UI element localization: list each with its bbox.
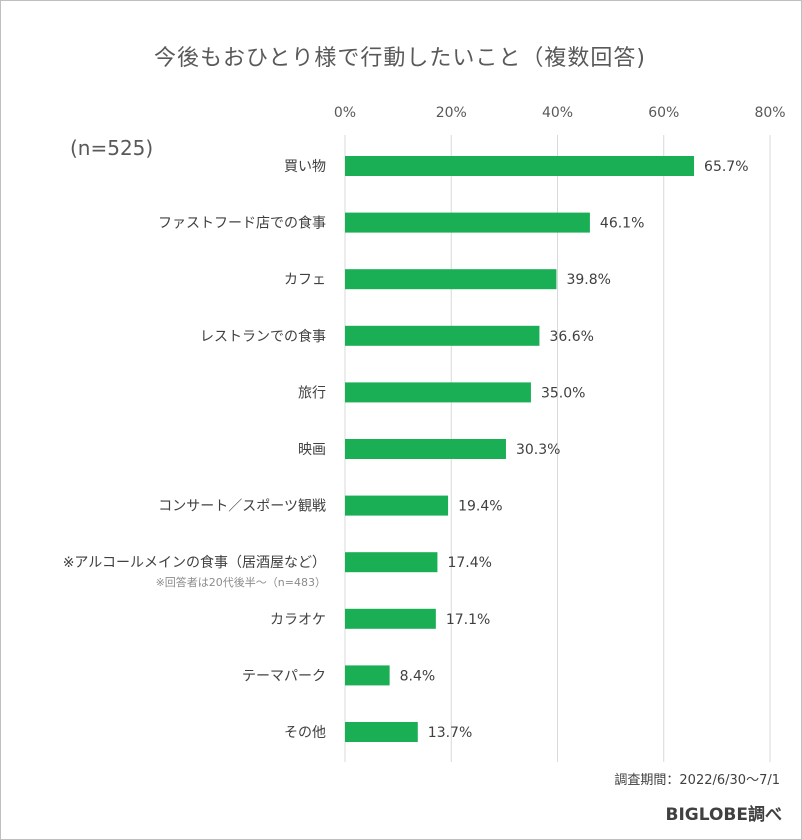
value-label: 35.0% xyxy=(541,385,585,401)
bar xyxy=(345,665,390,686)
category-label: 買い物 xyxy=(284,159,326,175)
x-tick-label: 80% xyxy=(754,105,785,121)
category-label: ※アルコールメインの食事（居酒屋など） xyxy=(63,554,326,571)
value-label: 13.7% xyxy=(428,725,472,741)
bar xyxy=(345,552,438,573)
category-label: カフェ xyxy=(284,272,326,288)
bars xyxy=(345,156,695,742)
category-label: レストランでの食事 xyxy=(200,328,326,345)
x-tick-label: 60% xyxy=(648,105,679,121)
value-label: 8.4% xyxy=(400,668,436,684)
value-labels: 65.7% 46.1% 39.8% 36.6% 35.0% 30.3% 19.4% 17.4%… xyxy=(400,159,749,741)
bar xyxy=(345,212,590,233)
bar xyxy=(345,495,449,516)
x-tick-label: 40% xyxy=(542,105,573,121)
category-label: その他 xyxy=(284,725,326,741)
value-label: 19.4% xyxy=(458,499,502,515)
value-label: 46.1% xyxy=(600,216,644,232)
survey-period: 調査期間：2022/6/30～7/1 xyxy=(614,773,780,788)
bar xyxy=(345,325,540,346)
bar xyxy=(345,269,557,290)
chart-title: 今後もおひとり様で行動したいこと（複数回答) xyxy=(154,46,646,71)
value-label: 65.7% xyxy=(704,159,748,175)
category-label: テーマパーク xyxy=(242,668,326,684)
bar xyxy=(345,382,531,403)
category-label: コンサート／スポーツ観戦 xyxy=(158,498,326,515)
value-label: 17.1% xyxy=(446,612,490,628)
category-label: 旅行 xyxy=(298,385,326,401)
x-axis-ticks: 0% 20% 40% 60% 80% xyxy=(334,105,786,121)
value-label: 39.8% xyxy=(566,272,610,288)
value-label: 30.3% xyxy=(516,442,560,458)
source-credit: BIGLOBE調べ xyxy=(665,805,783,825)
value-label: 36.6% xyxy=(549,329,593,345)
bar xyxy=(345,156,695,176)
category-label: カラオケ xyxy=(270,612,326,628)
category-label: ファストフード店での食事 xyxy=(158,215,326,232)
value-label: 17.4% xyxy=(447,555,491,571)
bar xyxy=(345,608,436,629)
bar xyxy=(345,722,418,742)
sample-size-note: (n=525) xyxy=(70,136,154,160)
x-tick-label: 0% xyxy=(334,105,356,121)
category-labels: 買い物ファストフード店での食事カフェレストランでの食事旅行映画コンサート／スポー… xyxy=(63,159,326,741)
bar xyxy=(345,439,506,459)
category-label: 映画 xyxy=(298,442,326,458)
category-footnote: ※回答者は20代後半～（n=483） xyxy=(156,575,326,589)
x-tick-label: 20% xyxy=(436,105,467,121)
